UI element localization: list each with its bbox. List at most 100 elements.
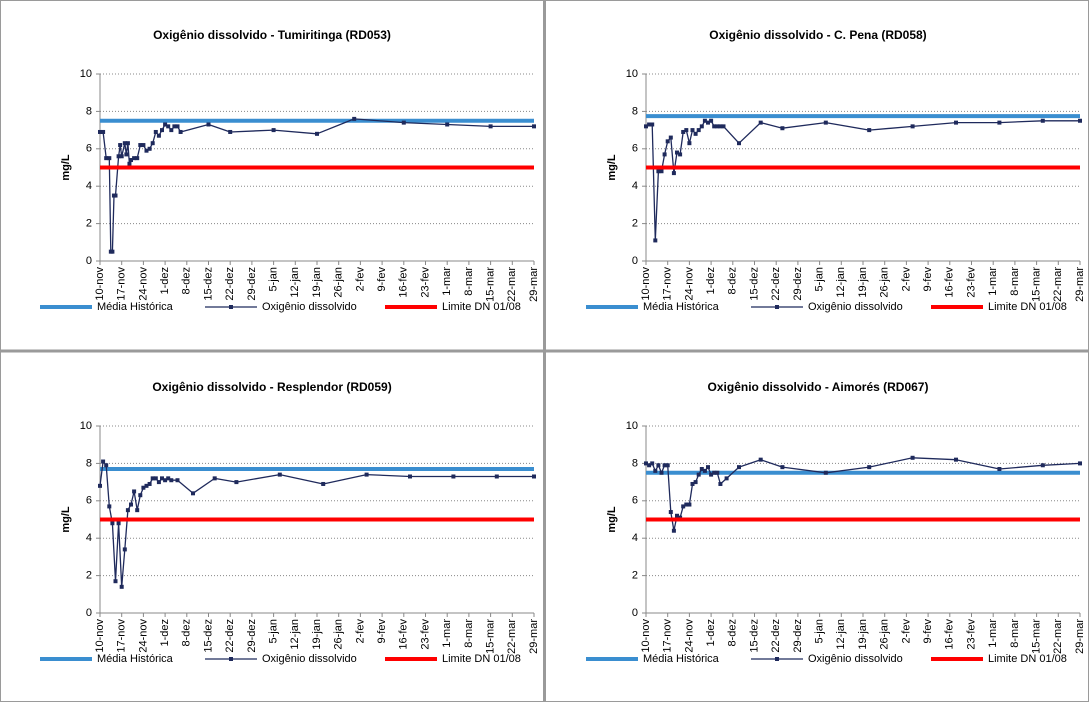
x-tick-label: 1-dez (159, 267, 171, 295)
legend-label: Limite DN 01/08 (442, 301, 521, 313)
point-marker (702, 118, 707, 123)
point-marker (110, 249, 115, 254)
x-tick-label: 22-mar (1052, 267, 1064, 302)
point-marker (98, 483, 102, 488)
point-marker (709, 472, 714, 477)
point-marker (156, 133, 161, 138)
point-marker (160, 128, 164, 133)
y-tick-label: 6 (632, 143, 638, 155)
point-marker (712, 124, 717, 129)
point-marker (101, 459, 106, 464)
point-marker (696, 128, 701, 133)
y-tick-label: 0 (632, 607, 638, 619)
point-marker (758, 457, 763, 462)
y-tick-label: 4 (86, 180, 92, 192)
point-marker (684, 502, 689, 507)
x-tick-label: 15-dez (202, 267, 214, 301)
y-tick-label: 2 (86, 570, 92, 582)
point-marker (191, 491, 195, 496)
point-marker (147, 146, 152, 151)
point-marker (647, 463, 652, 468)
x-tick-label: 23-fev (419, 267, 431, 298)
x-tick-label: 19-jan (857, 267, 869, 298)
point-marker (147, 481, 152, 486)
y-axis-label: mg/L (606, 506, 618, 533)
point-marker (104, 156, 109, 161)
point-marker (709, 118, 714, 123)
point-marker (656, 463, 661, 468)
point-marker (122, 141, 127, 146)
x-tick-label: 29-mar (1074, 619, 1086, 654)
point-marker (693, 131, 698, 136)
x-tick-label: 22-dez (770, 619, 782, 653)
x-tick-label: 1-dez (705, 619, 717, 647)
legend-label: Oxigênio dissolvido (262, 301, 357, 313)
point-marker (125, 141, 130, 146)
point-marker (758, 120, 763, 125)
x-tick-label: 29-dez (792, 619, 804, 653)
point-marker (997, 467, 1002, 472)
point-marker (277, 472, 282, 477)
point-marker (141, 485, 146, 490)
y-tick-label: 10 (80, 420, 92, 432)
legend-marker (229, 657, 233, 661)
point-marker (401, 120, 406, 125)
x-tick-label: 15-dez (202, 619, 214, 653)
y-axis-label: mg/L (60, 506, 72, 533)
point-marker (234, 480, 239, 485)
x-tick-label: 29-mar (1074, 267, 1086, 302)
x-tick-label: 16-fev (398, 619, 410, 650)
point-marker (141, 143, 146, 148)
point-marker (156, 480, 161, 485)
x-tick-label: 1-mar (987, 619, 999, 648)
y-tick-label: 10 (626, 420, 638, 432)
point-marker (737, 465, 741, 470)
y-tick-label: 6 (86, 495, 92, 507)
point-marker (737, 141, 741, 146)
legend-label: Oxigênio dissolvido (808, 301, 903, 313)
point-marker (532, 124, 536, 129)
point-marker (116, 521, 121, 526)
point-marker (163, 122, 168, 127)
point-marker (650, 122, 655, 127)
x-tick-label: 15-mar (485, 619, 497, 654)
y-tick-label: 8 (86, 457, 92, 469)
point-marker (668, 510, 673, 515)
x-tick-label: 24-nov (137, 619, 149, 653)
x-tick-label: 10-nov (94, 619, 106, 653)
point-marker (129, 502, 133, 507)
point-marker (321, 481, 326, 486)
point-marker (687, 502, 692, 507)
point-marker (1078, 118, 1082, 123)
point-marker (107, 504, 112, 509)
x-tick-label: 5-jan (814, 619, 826, 643)
x-tick-label: 17-nov (116, 267, 128, 301)
x-tick-label: 5-jan (268, 267, 280, 291)
point-marker (644, 124, 648, 129)
y-tick-label: 4 (632, 532, 638, 544)
point-marker (153, 476, 158, 481)
y-tick-label: 4 (632, 180, 638, 192)
point-marker (1040, 118, 1045, 123)
point-marker (681, 129, 686, 134)
point-marker (135, 508, 140, 513)
x-tick-label: 22-mar (506, 267, 518, 302)
point-marker (119, 584, 124, 589)
point-marker (101, 129, 106, 134)
x-tick-label: 16-fev (398, 267, 410, 298)
point-marker (127, 161, 132, 166)
y-tick-label: 0 (86, 607, 92, 619)
point-marker (169, 478, 174, 483)
point-marker (724, 476, 729, 481)
point-marker (169, 128, 174, 133)
point-marker (910, 455, 915, 460)
point-marker (228, 129, 233, 134)
point-marker (823, 120, 828, 125)
x-tick-label: 19-jan (311, 619, 323, 650)
x-tick-label: 1-mar (987, 267, 999, 296)
chart: Oxigênio dissolvido - C. Pena (RD058) mg/… (586, 28, 1086, 313)
point-marker (706, 465, 710, 470)
x-tick-label: 8-mar (1009, 619, 1021, 648)
x-tick-label: 12-jan (835, 267, 847, 298)
